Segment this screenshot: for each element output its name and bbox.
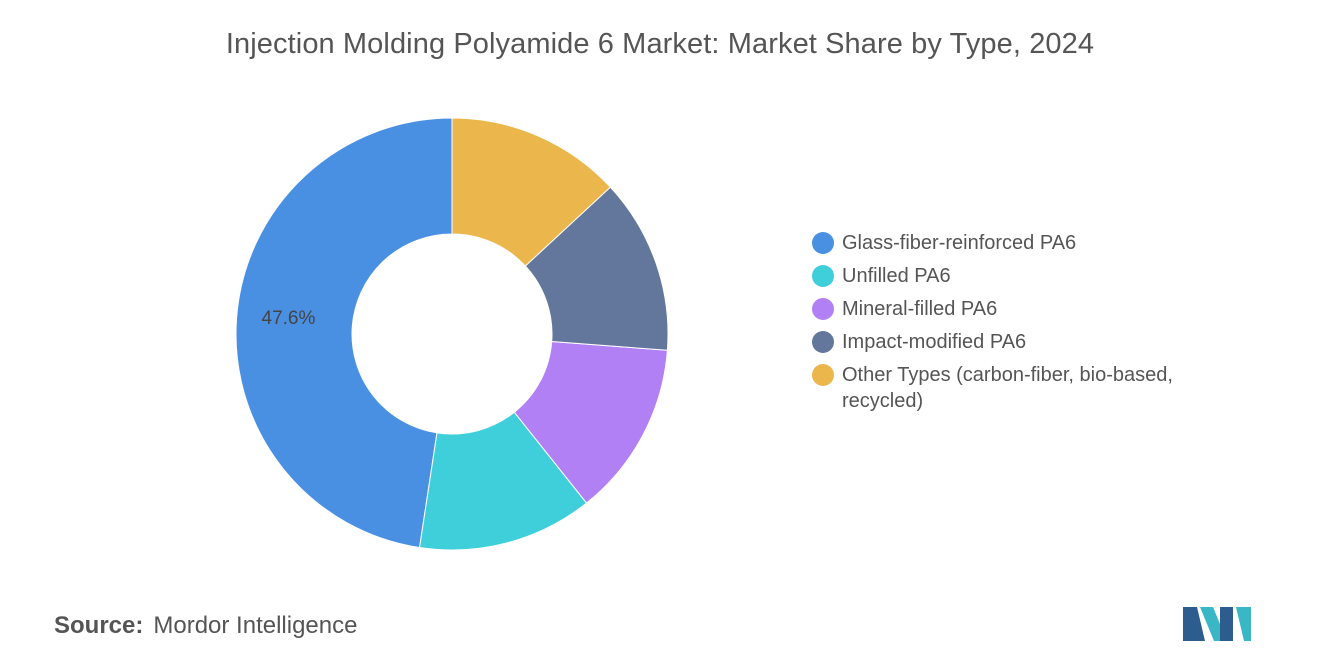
donut-slice <box>451 117 612 267</box>
legend-swatch <box>812 298 834 320</box>
chart-title: Injection Molding Polyamide 6 Market: Ma… <box>225 28 1095 60</box>
legend-item: Glass-fiber-reinforced PA6 <box>812 230 1252 256</box>
source-note: Source: Mordor Intelligence <box>54 612 357 640</box>
legend: Glass-fiber-reinforced PA6 Unfilled PA6 Mi… <box>812 230 1252 421</box>
legend-item: Impact-modified PA6 <box>812 329 1252 355</box>
data-label: 47.6% <box>262 308 316 329</box>
donut-slice <box>418 411 588 551</box>
legend-label: Unfilled PA6 <box>842 265 951 287</box>
legend-swatch <box>812 331 834 353</box>
legend-swatch <box>812 265 834 287</box>
legend-label: Impact-modified PA6 <box>842 331 1027 353</box>
legend-label: Glass-fiber-reinforced PA6 <box>842 232 1077 254</box>
legend-item: Unfilled PA6 <box>812 263 1252 289</box>
legend-swatch <box>812 232 834 254</box>
source-value: Mordor Intelligence <box>153 612 358 639</box>
mordor-intelligence-logo-icon <box>1183 607 1251 641</box>
source-label: Source: <box>54 612 144 639</box>
donut-slice <box>524 186 669 351</box>
donut-slice <box>235 117 453 549</box>
legend-item: Mineral-filled PA6 <box>812 296 1252 322</box>
donut-slice <box>513 340 668 504</box>
legend-item: Other Types (carbon-fiber, bio-based, re… <box>812 362 1252 414</box>
legend-label: Mineral-filled PA6 <box>842 298 998 320</box>
legend-swatch <box>812 364 834 386</box>
legend-label: Other Types (carbon-fiber, bio-based, re… <box>842 364 1173 412</box>
